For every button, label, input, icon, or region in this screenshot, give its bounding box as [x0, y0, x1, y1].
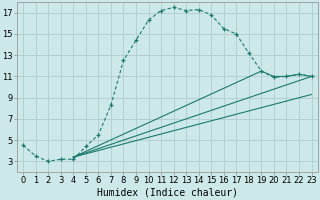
X-axis label: Humidex (Indice chaleur): Humidex (Indice chaleur) — [97, 188, 238, 198]
